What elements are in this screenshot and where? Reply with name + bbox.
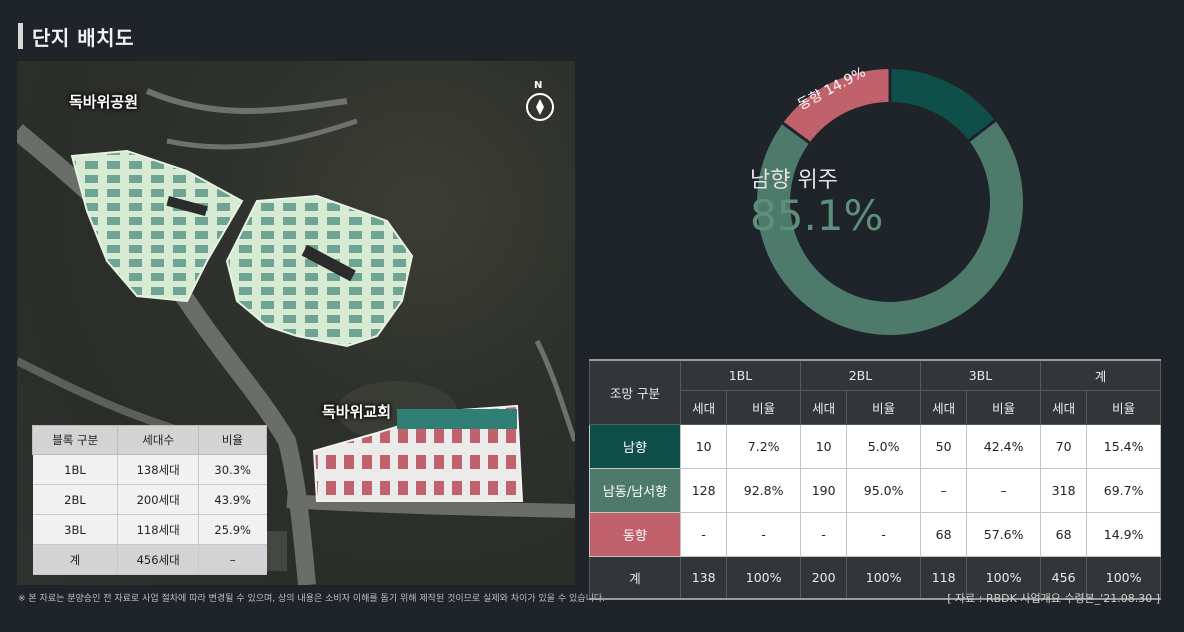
page-title: 단지 배치도 bbox=[18, 22, 134, 50]
block-cell: 43.9% bbox=[197, 484, 267, 515]
table-cell: 100% bbox=[1086, 556, 1161, 600]
block-cell: 3BL bbox=[32, 514, 118, 545]
block-table-row: 3BL 118세대 25.9% bbox=[32, 514, 267, 545]
block-cell: 1BL bbox=[32, 454, 118, 485]
donut-separator bbox=[781, 121, 812, 145]
sub-header: 비율 bbox=[846, 390, 921, 425]
block-table-row: 1BL 138세대 30.3% bbox=[32, 454, 267, 485]
table-cell: 95.0% bbox=[846, 468, 921, 513]
table-cell: - bbox=[679, 512, 728, 557]
table-cell: 7.2% bbox=[726, 424, 801, 469]
sub-header: 비율 bbox=[966, 390, 1041, 425]
table-cell: 70 bbox=[1039, 424, 1088, 469]
block-cell: 30.3% bbox=[197, 454, 267, 485]
table-total-row: 계 138 100% 200 100% 118 100% 456 100% bbox=[589, 556, 1161, 600]
block-cell: 200세대 bbox=[117, 484, 199, 515]
orientation-donut: 남향 위주 85.1% 동향 14.9% bbox=[750, 64, 1030, 340]
compass-north-label: N bbox=[534, 80, 543, 91]
donut-slice-east bbox=[782, 69, 890, 143]
table-cell: 118 bbox=[919, 556, 968, 600]
source-note: [ 자료 : RBDK 사업개요 수령본_'21.08.30 ] bbox=[947, 592, 1160, 605]
block-cell: 456세대 bbox=[117, 544, 199, 575]
table-cell: 68 bbox=[919, 512, 968, 557]
block-table-total-row: 계 456세대 – bbox=[32, 544, 267, 575]
block-cell: – bbox=[197, 544, 267, 575]
table-cell: 42.4% bbox=[966, 424, 1041, 469]
map-label-church: 독바위교회 bbox=[322, 403, 392, 421]
block-cell: 118세대 bbox=[117, 514, 199, 545]
compass-icon bbox=[526, 93, 554, 121]
table-cell: 456 bbox=[1039, 556, 1088, 600]
table-cell: 318 bbox=[1039, 468, 1088, 513]
table-cell: – bbox=[966, 468, 1041, 513]
row-label: 동향 bbox=[589, 512, 681, 557]
orientation-table: 조망 구분 1BL 2BL 3BL 계 세대 비율 세대 비율 세대 비율 세대… bbox=[589, 359, 1162, 600]
table-cell: 50 bbox=[919, 424, 968, 469]
block-cell: 계 bbox=[32, 544, 118, 575]
table-cell: 5.0% bbox=[846, 424, 921, 469]
table-cell: 200 bbox=[799, 556, 848, 600]
map-label-park: 독바위공원 bbox=[69, 93, 139, 111]
table-cell: 92.8% bbox=[726, 468, 801, 513]
sub-header: 비율 bbox=[1086, 390, 1161, 425]
table-cell: - bbox=[799, 512, 848, 557]
table-cell: 68 bbox=[1039, 512, 1088, 557]
table-cell: - bbox=[726, 512, 801, 557]
row-label: 남동/남서향 bbox=[589, 468, 681, 513]
table-row: 남동/남서향 128 92.8% 190 95.0% – –318 69.7% bbox=[589, 468, 1161, 513]
donut-chart bbox=[757, 68, 1023, 335]
table-cell: 190 bbox=[799, 468, 848, 513]
table-cell: 10 bbox=[799, 424, 848, 469]
title-accent-bar bbox=[18, 23, 23, 49]
block-cell: 138세대 bbox=[117, 454, 199, 485]
donut-center-value: 85.1% bbox=[750, 191, 884, 240]
table-cell: 57.6% bbox=[966, 512, 1041, 557]
table-cell: – bbox=[919, 468, 968, 513]
group-header: 1BL bbox=[680, 359, 801, 391]
table-cell: 100% bbox=[726, 556, 801, 600]
donut-slice-south bbox=[890, 69, 996, 141]
block-table-row: 2BL 200세대 43.9% bbox=[32, 484, 267, 515]
group-header: 2BL bbox=[799, 359, 921, 391]
sub-header: 세대 bbox=[1039, 390, 1088, 425]
row-label-total: 계 bbox=[589, 556, 681, 600]
table-row: 남향 10 7.2% 10 5.0% 50 42.4% 70 15.4% bbox=[589, 424, 1161, 469]
sub-header: 세대 bbox=[679, 390, 728, 425]
block-cell: 25.9% bbox=[197, 514, 267, 545]
table-cell: 100% bbox=[966, 556, 1041, 600]
sub-header: 비율 bbox=[726, 390, 801, 425]
table-cell: 138 bbox=[679, 556, 728, 600]
table-corner-header: 조망 구분 bbox=[589, 359, 681, 425]
footnote: ※ 본 자료는 분양승인 전 자료로 사업 절차에 따라 변경될 수 있으며, … bbox=[18, 594, 606, 604]
table-cell: 10 bbox=[679, 424, 728, 469]
block-cell: 2BL bbox=[32, 484, 118, 515]
page-title-text: 단지 배치도 bbox=[32, 25, 134, 50]
group-header: 3BL bbox=[919, 359, 1041, 391]
row-label: 남향 bbox=[589, 424, 681, 469]
donut-separator bbox=[967, 118, 997, 143]
donut-slice-southeast bbox=[757, 120, 1023, 335]
sub-header: 세대 bbox=[799, 390, 848, 425]
block-table-header: 세대수 bbox=[117, 425, 199, 455]
table-row: 동향 - - - -68 57.6% 68 14.9% bbox=[589, 512, 1161, 557]
block-table-header: 블록 구분 bbox=[31, 425, 119, 455]
table-cell: - bbox=[846, 512, 921, 557]
block-table-header: 비율 bbox=[197, 425, 268, 455]
table-cell: 69.7% bbox=[1086, 468, 1161, 513]
table-cell: 100% bbox=[846, 556, 921, 600]
table-cell: 14.9% bbox=[1086, 512, 1161, 557]
table-cell: 128 bbox=[679, 468, 728, 513]
block-summary-table: 블록 구분 세대수 비율 1BL 138세대 30.3% 2BL 200세대 4… bbox=[31, 425, 268, 575]
table-cell: 15.4% bbox=[1086, 424, 1161, 469]
sub-header: 세대 bbox=[919, 390, 968, 425]
donut-center-label: 남향 위주 bbox=[750, 168, 838, 193]
group-header: 계 bbox=[1039, 359, 1162, 391]
